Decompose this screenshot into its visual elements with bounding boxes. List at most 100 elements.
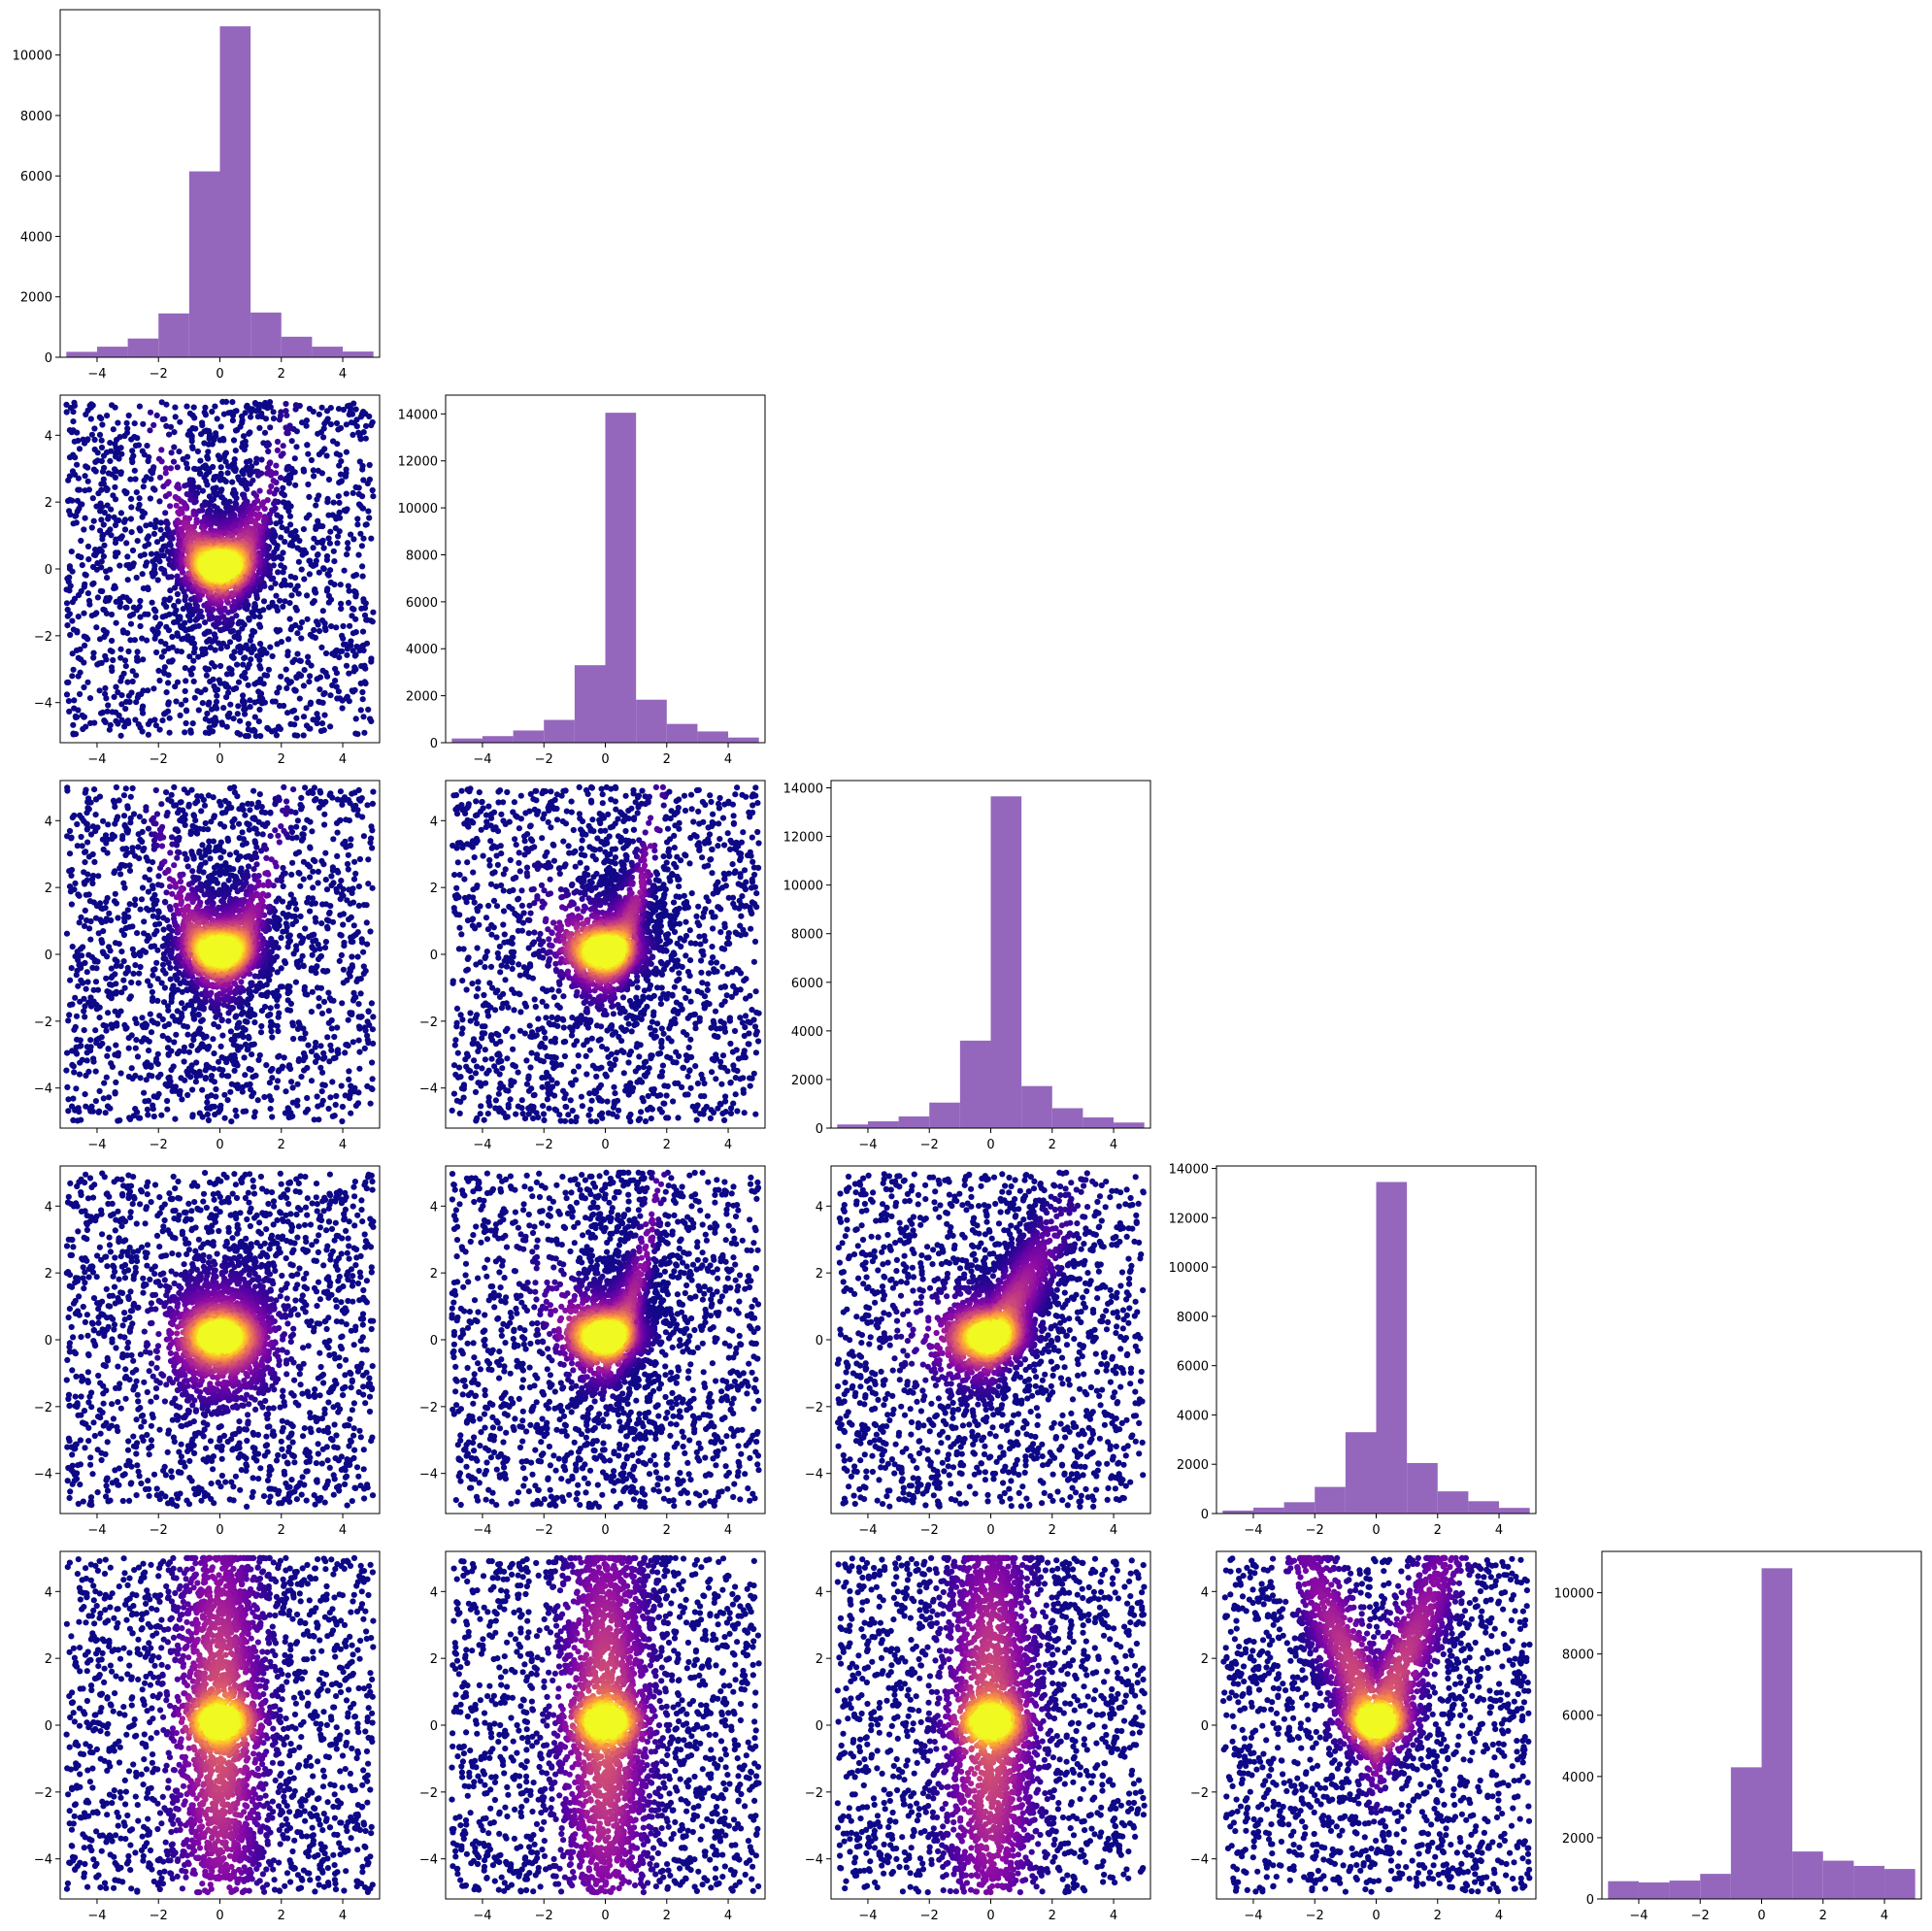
- scatter-1-0-point: [271, 478, 277, 483]
- scatter-1-0-point: [90, 581, 96, 586]
- scatter-1-0-point: [256, 621, 262, 627]
- hist-3-bar: [1438, 1491, 1469, 1514]
- scatter-1-0-point: [174, 630, 180, 636]
- scatter-1-0-point: [127, 699, 133, 705]
- scatter-1-0-point: [152, 615, 158, 620]
- scatter-1-0-point: [275, 439, 281, 445]
- scatter-1-0-point: [292, 657, 298, 663]
- scatter-1-0-point: [241, 655, 247, 661]
- scatter-1-0-point: [131, 605, 137, 611]
- scatter-1-0-point: [115, 689, 120, 695]
- scatter-1-0-point: [266, 442, 272, 448]
- scatter-1-0-point: [112, 484, 117, 490]
- hist-2-ytick-label: 12000: [783, 831, 823, 846]
- scatter-1-0-point: [167, 595, 173, 601]
- scatter-1-0-point: [324, 499, 330, 505]
- scatter-1-0-point: [162, 510, 168, 516]
- scatter-1-0-point: [169, 634, 175, 640]
- scatter-1-0-point: [74, 430, 80, 436]
- scatter-1-0-point: [293, 444, 299, 449]
- scatter-1-0-point: [89, 524, 95, 530]
- scatter-1-0-point: [347, 623, 352, 629]
- scatter-1-0-point: [125, 577, 131, 583]
- scatter-1-0-point: [299, 419, 305, 425]
- scatter-1-0-point: [220, 437, 226, 443]
- scatter-1-0-point: [281, 499, 286, 505]
- scatter-1-0-point: [118, 733, 124, 739]
- scatter-1-0-point: [284, 677, 290, 683]
- scatter-1-0-point: [105, 516, 111, 521]
- scatter-1-0-point: [356, 491, 362, 497]
- scatter-1-0-point: [98, 564, 104, 570]
- scatter-1-0-point: [151, 716, 157, 722]
- scatter-1-0-point: [324, 557, 330, 563]
- scatter-1-0-point: [76, 476, 82, 482]
- scatter-1-0-point: [187, 727, 193, 733]
- scatter-1-0-point: [251, 682, 257, 687]
- scatter-1-0-point: [338, 582, 344, 587]
- hist-1-bar: [728, 738, 759, 743]
- scatter-1-0-point: [189, 636, 195, 642]
- scatter-1-0-point: [99, 458, 105, 464]
- scatter-1-0-point: [197, 458, 203, 464]
- scatter-1-0-point: [261, 518, 267, 524]
- scatter-1-0-point: [271, 409, 277, 415]
- scatter-1-0-point: [292, 483, 298, 488]
- scatter-1-0-point: [313, 526, 318, 532]
- scatter-1-0-point: [282, 598, 287, 604]
- scatter-1-0-point: [157, 475, 163, 481]
- scatter-1-0-point: [319, 405, 325, 411]
- scatter-1-0-point: [321, 545, 327, 550]
- scatter-1-0-point: [229, 480, 235, 485]
- scatter-1-0-point: [326, 600, 332, 606]
- scatter-1-0-point: [151, 563, 157, 569]
- hist-1-ytick-label: 4000: [406, 643, 438, 657]
- scatter-1-0-point: [273, 520, 279, 526]
- scatter-1-0-point: [212, 404, 217, 410]
- scatter-1-0-point: [86, 598, 92, 604]
- scatter-1-0-point: [287, 542, 293, 548]
- scatter-1-0-point: [359, 563, 365, 569]
- scatter-1-0-point: [278, 475, 283, 481]
- scatter-1-0-point: [279, 524, 284, 530]
- scatter-1-0-point: [315, 431, 320, 437]
- hist-0-ytick-label: 6000: [20, 170, 52, 184]
- scatter-1-0-point: [125, 649, 131, 654]
- scatter-1-0-point: [73, 513, 79, 518]
- scatter-1-0-point: [69, 549, 75, 554]
- scatter-1-0-point: [327, 692, 333, 698]
- scatter-1-0-point: [318, 645, 324, 650]
- scatter-1-0-point: [126, 413, 132, 418]
- scatter-1-0-point: [256, 425, 262, 431]
- scatter-1-0-point: [335, 426, 341, 432]
- scatter-1-0-point: [231, 686, 237, 692]
- scatter-1-0-point: [117, 647, 123, 652]
- scatter-1-0-point: [206, 700, 212, 706]
- scatter-1-0-point: [99, 445, 105, 450]
- hist-4: 0200040006000800010000−4 −2 0 2 4: [1554, 1551, 1921, 1923]
- scatter-1-0-point: [345, 694, 350, 700]
- scatter-1-0-point: [226, 711, 232, 716]
- scatter-1-0-point: [278, 535, 283, 541]
- scatter-1-0-point: [283, 401, 288, 407]
- scatter-1-0-point: [101, 717, 107, 723]
- scatter-1-0-point: [288, 592, 294, 598]
- hist-3-bar: [1377, 1182, 1408, 1514]
- hist-2-ytick-label: 6000: [791, 977, 823, 991]
- scatter-1-0-point: [166, 432, 172, 438]
- scatter-1-0-point: [158, 639, 164, 645]
- scatter-1-0-point: [71, 697, 77, 703]
- scatter-1-0-point: [132, 476, 138, 482]
- hist-3-xtick-label: −2: [1306, 1523, 1324, 1538]
- hist-2-xtick-label: −2: [920, 1138, 939, 1152]
- scatter-1-0-point: [338, 601, 344, 607]
- scatter-1-0-point: [324, 408, 330, 414]
- scatter-1-0-point: [118, 451, 124, 457]
- scatter-1-0-point: [254, 653, 260, 659]
- hist-4-xtick-label: 4: [1881, 1909, 1888, 1923]
- scatter-1-0-point: [183, 708, 189, 714]
- scatter-1-0-point: [357, 531, 363, 537]
- scatter-1-0-point: [90, 495, 96, 501]
- scatter-1-0-point: [166, 699, 172, 705]
